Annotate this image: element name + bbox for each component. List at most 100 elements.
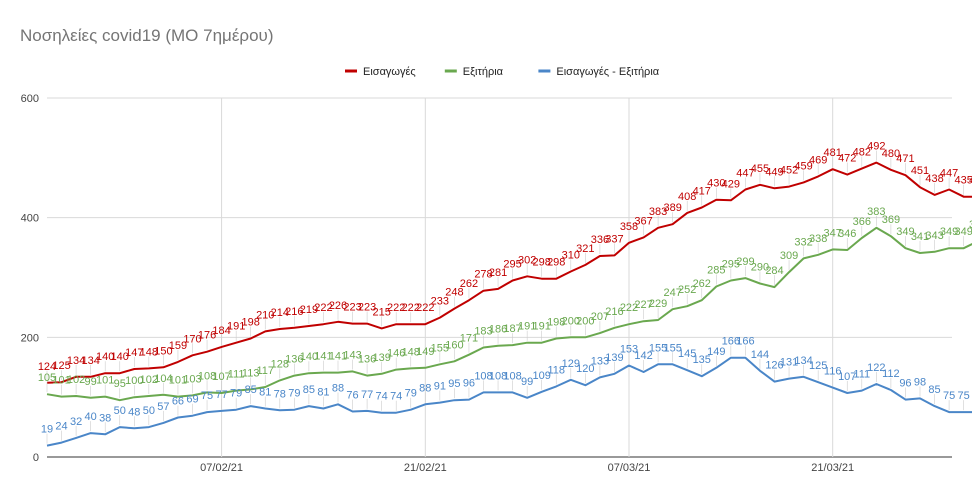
data-label: 136 xyxy=(285,354,303,366)
data-label: 79 xyxy=(230,388,242,400)
data-label: 223 xyxy=(343,302,361,314)
data-label: 166 xyxy=(722,336,740,348)
data-label: 295 xyxy=(503,258,521,270)
data-label: 139 xyxy=(372,352,390,364)
data-label: 140 xyxy=(111,351,129,363)
series-line-0 xyxy=(46,161,972,384)
data-label: 81 xyxy=(259,387,271,399)
axes: 0 200 400 600 07/02/21 21/02/21 07/03/21 21/03/… xyxy=(21,93,854,474)
data-label: 135 xyxy=(693,354,711,366)
data-label: 150 xyxy=(154,345,172,357)
data-label: 417 xyxy=(693,185,711,197)
data-label: 471 xyxy=(896,153,914,165)
data-label: 69 xyxy=(186,394,198,406)
data-label: 109 xyxy=(533,370,551,382)
data-label: 383 xyxy=(867,206,885,218)
data-label: 176 xyxy=(198,330,216,342)
data-label: 435 xyxy=(954,175,972,187)
data-label: 262 xyxy=(693,278,711,290)
data-label: 408 xyxy=(678,191,696,203)
data-label: 117 xyxy=(256,365,274,377)
data-label: 101 xyxy=(169,375,187,387)
data-label: 102 xyxy=(67,374,85,386)
data-label: 96 xyxy=(899,378,911,390)
data-label: 85 xyxy=(303,384,315,396)
data-label: 336 xyxy=(591,234,609,246)
data-label: 302 xyxy=(518,254,536,266)
y-tick-label: 0 xyxy=(33,452,39,464)
series-line-2 xyxy=(46,356,972,447)
data-label: 96 xyxy=(463,378,475,390)
data-label: 367 xyxy=(634,215,652,227)
data-label: 262 xyxy=(460,278,478,290)
data-label: 107 xyxy=(838,371,856,383)
data-label: 472 xyxy=(838,153,856,165)
data-label: 455 xyxy=(751,163,769,175)
data-label: 290 xyxy=(751,261,769,273)
data-label: 81 xyxy=(317,387,329,399)
data-label: 338 xyxy=(809,233,827,245)
data-label: 75 xyxy=(943,390,955,402)
data-label: 343 xyxy=(925,230,943,242)
data-label: 347 xyxy=(824,227,842,239)
data-label: 186 xyxy=(489,324,507,336)
data-label: 139 xyxy=(605,352,623,364)
data-label: 226 xyxy=(329,300,347,312)
data-label: 140 xyxy=(96,351,114,363)
data-label: 74 xyxy=(376,391,388,403)
data-label: 252 xyxy=(678,284,696,296)
data-label: 103 xyxy=(183,373,201,385)
data-label: 134 xyxy=(81,355,99,367)
data-label: 166 xyxy=(736,336,754,348)
data-label: 24 xyxy=(55,421,67,433)
data-label: 101 xyxy=(52,375,70,387)
data-label: 480 xyxy=(882,148,900,160)
data-label: 85 xyxy=(245,384,257,396)
x-tick-label: 07/03/21 xyxy=(608,462,651,474)
data-label: 361 xyxy=(969,219,972,231)
data-label: 383 xyxy=(649,206,667,218)
data-label: 222 xyxy=(402,302,420,314)
data-label: 429 xyxy=(722,178,740,190)
data-label: 102 xyxy=(140,374,158,386)
data-label: 492 xyxy=(867,141,885,153)
x-tick-label: 07/02/21 xyxy=(200,462,243,474)
data-label: 298 xyxy=(547,257,565,269)
data-label: 435 xyxy=(969,175,972,187)
legend-entry-1: Εξιτήρια xyxy=(463,66,504,78)
data-label: 459 xyxy=(794,160,812,172)
data-label: 131 xyxy=(780,357,798,369)
legend-entry-2: Εισαγωγές - Εξιτήρια xyxy=(556,66,659,78)
data-label: 349 xyxy=(896,226,914,238)
data-label: 216 xyxy=(605,306,623,318)
data-label: 143 xyxy=(343,349,361,361)
data-label: 105 xyxy=(38,372,56,384)
data-label: 108 xyxy=(489,370,507,382)
data-label: 99 xyxy=(521,376,533,388)
data-label: 449 xyxy=(765,166,783,178)
data-label: 229 xyxy=(649,298,667,310)
data-label: 88 xyxy=(419,382,431,394)
data-label: 247 xyxy=(663,287,681,299)
data-label: 91 xyxy=(434,381,446,393)
data-label: 223 xyxy=(358,302,376,314)
data-label: 149 xyxy=(416,346,434,358)
data-label: 337 xyxy=(605,233,623,245)
data-label: 222 xyxy=(416,302,434,314)
data-label: 438 xyxy=(925,173,943,185)
data-label: 57 xyxy=(157,401,169,413)
data-label: 126 xyxy=(765,360,783,372)
data-label: 142 xyxy=(634,350,652,362)
data-label: 147 xyxy=(125,347,143,359)
data-label: 369 xyxy=(882,214,900,226)
data-label: 171 xyxy=(460,333,478,345)
data-label: 40 xyxy=(85,411,97,423)
data-label: 134 xyxy=(67,355,85,367)
data-label: 75 xyxy=(201,390,213,402)
data-label: 78 xyxy=(274,388,286,400)
data-label: 145 xyxy=(678,348,696,360)
data-label: 112 xyxy=(882,368,900,380)
data-label: 111 xyxy=(228,369,245,381)
data-label: 214 xyxy=(271,307,289,319)
data-label: 124 xyxy=(38,361,56,373)
